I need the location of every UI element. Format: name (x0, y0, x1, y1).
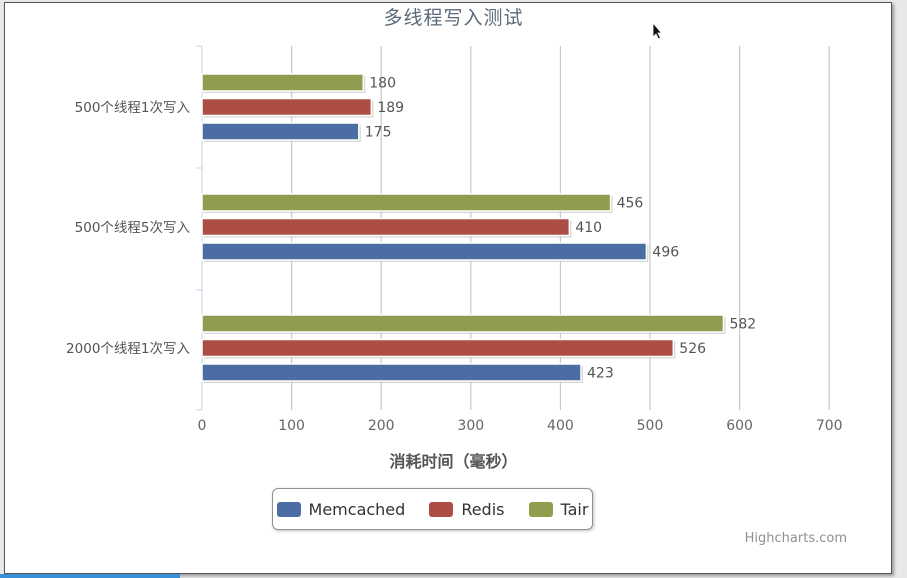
x-tick-label-100: 100 (278, 418, 305, 434)
chart-frame (4, 2, 892, 574)
data-label-tair-2: 582 (729, 317, 756, 333)
legend-item-tair[interactable]: Tair (528, 499, 589, 519)
x-axis-label: 消耗时间（毫秒） (389, 452, 518, 471)
data-label-memcached-0: 175 (365, 125, 392, 141)
legend-item-memcached[interactable]: Memcached (276, 499, 406, 519)
credit-link[interactable]: Highcharts.com (744, 531, 847, 546)
data-label-redis-0: 189 (377, 100, 404, 116)
x-tick-label-700: 700 (816, 418, 843, 434)
bar-tair-0 (201, 73, 365, 92)
mouse-cursor-icon (652, 22, 662, 40)
data-label-memcached-1: 496 (652, 245, 679, 261)
legend-swatch-redis (429, 501, 454, 517)
bar-redis-2 (201, 338, 675, 358)
taskbar-strip (0, 574, 180, 578)
category-label-1: 500个线程5次写入 (75, 220, 191, 236)
bar-tair-1 (201, 193, 612, 212)
legend-item-redis[interactable]: Redis (429, 499, 505, 519)
data-label-redis-1: 410 (575, 220, 602, 236)
legend-label-redis: Redis (461, 499, 505, 519)
data-label-memcached-2: 423 (587, 366, 614, 382)
legend-label-memcached: Memcached (308, 499, 406, 519)
x-tick-label-300: 300 (457, 418, 484, 434)
bar-redis-1 (201, 217, 571, 237)
x-tick-label-400: 400 (547, 418, 574, 434)
legend-label-tair: Tair (560, 499, 589, 519)
data-label-tair-1: 456 (617, 196, 644, 212)
data-label-tair-0: 180 (369, 76, 396, 92)
data-label-redis-2: 526 (679, 341, 706, 357)
x-tick-label-500: 500 (637, 418, 664, 434)
bar-memcached-1 (201, 242, 648, 261)
bar-memcached-0 (201, 122, 360, 141)
category-label-2: 2000个线程1次写入 (66, 341, 190, 357)
legend-swatch-tair (528, 501, 553, 517)
legend-swatch-memcached (276, 501, 301, 517)
x-tick-label-0: 0 (198, 418, 207, 434)
category-label-0: 500个线程1次写入 (75, 100, 191, 116)
legend: Memcached Redis Tair (272, 488, 593, 530)
chart-title: 多线程写入测试 (383, 7, 524, 29)
bar-memcached-2 (201, 363, 582, 382)
bar-tair-2 (201, 314, 725, 333)
bar-redis-0 (201, 97, 373, 117)
x-tick-label-200: 200 (368, 418, 395, 434)
x-tick-label-600: 600 (726, 418, 753, 434)
